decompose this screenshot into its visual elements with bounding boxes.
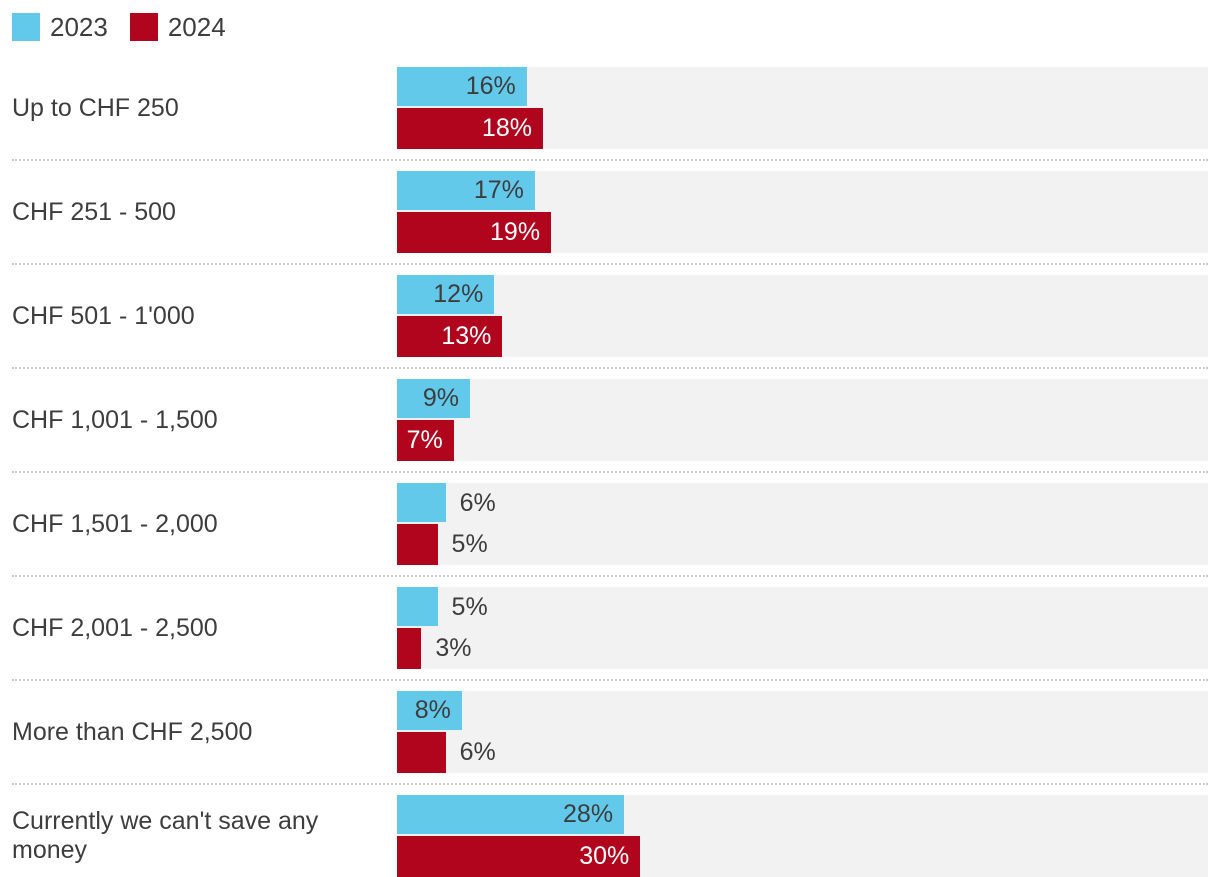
bar-track-2023: 8% (397, 691, 1208, 732)
category-label: More than CHF 2,500 (12, 717, 253, 746)
bar-track-2024: 19% (397, 212, 1208, 253)
bar-track-2023: 9% (397, 379, 1208, 420)
legend-swatch-2024 (129, 13, 158, 41)
value-label-2024: 13% (441, 322, 492, 350)
value-label-2023: 5% (451, 593, 488, 621)
bar-2024: 18% (397, 108, 543, 149)
bar-chart: Up to CHF 250 16% 18% CHF 251 - 500 17% … (12, 67, 1208, 877)
chart-legend: 2023 2024 (12, 13, 1208, 41)
category-label: CHF 1,001 - 1,500 (12, 405, 218, 434)
category-label: CHF 501 - 1'000 (12, 301, 195, 330)
category-row: CHF 1,001 - 1,500 9% 7% (12, 369, 1208, 473)
category-label: CHF 1,501 - 2,000 (12, 509, 218, 538)
legend-item-2024: 2024 (129, 12, 226, 42)
bar-track-2023: 28% (397, 795, 1208, 836)
bar-track-2024: 13% (397, 316, 1208, 357)
value-label-2024: 19% (490, 218, 541, 246)
value-label-2023: 6% (459, 489, 496, 517)
category-row: CHF 251 - 500 17% 19% (12, 161, 1208, 265)
category-label: Up to CHF 250 (12, 93, 179, 122)
legend-label-2023: 2023 (50, 12, 108, 42)
category-row: CHF 1,501 - 2,000 6% 5% (12, 473, 1208, 577)
value-label-2023: 12% (433, 280, 484, 308)
bar-pair: 5% 3% (397, 587, 1208, 669)
bar-2023 (397, 587, 438, 626)
value-label-2024: 30% (579, 842, 630, 870)
value-label-2024: 5% (451, 530, 488, 558)
bar-2024: 30% (397, 836, 641, 877)
category-label: CHF 2,001 - 2,500 (12, 613, 218, 642)
bar-2024: 7% (397, 420, 454, 461)
bar-2023: 12% (397, 275, 495, 314)
bar-2023 (397, 483, 446, 522)
bar-2024: 13% (397, 316, 503, 357)
legend-item-2023: 2023 (12, 13, 108, 41)
value-label-2024: 3% (435, 634, 472, 662)
category-row: More than CHF 2,500 8% 6% (12, 681, 1208, 785)
value-label-2023: 28% (563, 800, 614, 828)
bar-pair: 9% 7% (397, 379, 1208, 461)
bar-2023: 17% (397, 171, 535, 210)
bar-track-2024: 7% (397, 420, 1208, 461)
category-row: CHF 2,001 - 2,500 5% 3% (12, 577, 1208, 681)
category-label: Currently we can't save any money (12, 807, 319, 864)
bar-track-2023: 17% (397, 171, 1208, 212)
legend-swatch-2023 (12, 13, 40, 41)
value-label-2023: 17% (473, 176, 524, 204)
bar-track-2023: 12% (397, 275, 1208, 316)
bar-track-2023: 16% (397, 67, 1208, 108)
bar-2023: 16% (397, 67, 527, 106)
bar-track-2024: 18% (397, 108, 1208, 149)
bar-2024 (397, 732, 446, 773)
bar-pair: 8% 6% (397, 691, 1208, 773)
bar-2023: 28% (397, 795, 625, 834)
bar-pair: 6% 5% (397, 483, 1208, 565)
bar-track-2023: 5% (397, 587, 1208, 628)
bar-track-2024: 3% (397, 628, 1208, 669)
bar-pair: 17% 19% (397, 171, 1208, 253)
bar-track-2023: 6% (397, 483, 1208, 524)
bar-pair: 12% 13% (397, 275, 1208, 357)
value-label-2023: 8% (414, 696, 451, 724)
legend-label-2024: 2024 (167, 12, 226, 42)
bar-track-2024: 5% (397, 524, 1208, 565)
category-row: CHF 501 - 1'000 12% 13% (12, 265, 1208, 369)
bar-2023: 8% (397, 691, 462, 730)
bar-pair: 28% 30% (397, 795, 1208, 877)
category-row: Up to CHF 250 16% 18% (12, 67, 1208, 161)
bar-track-2024: 6% (397, 732, 1208, 773)
category-row: Currently we can't save any money 28% 30… (12, 785, 1208, 877)
bar-2024 (397, 628, 422, 669)
bar-2024: 19% (397, 212, 552, 253)
value-label-2023: 16% (465, 72, 516, 100)
value-label-2024: 18% (481, 114, 532, 142)
bar-track-2024: 30% (397, 836, 1208, 877)
bar-2024 (397, 524, 438, 565)
category-label: CHF 251 - 500 (12, 197, 176, 226)
value-label-2024: 6% (459, 738, 496, 766)
value-label-2024: 7% (406, 426, 443, 454)
value-label-2023: 9% (422, 384, 459, 412)
bar-pair: 16% 18% (397, 67, 1208, 149)
bar-2023: 9% (397, 379, 470, 418)
